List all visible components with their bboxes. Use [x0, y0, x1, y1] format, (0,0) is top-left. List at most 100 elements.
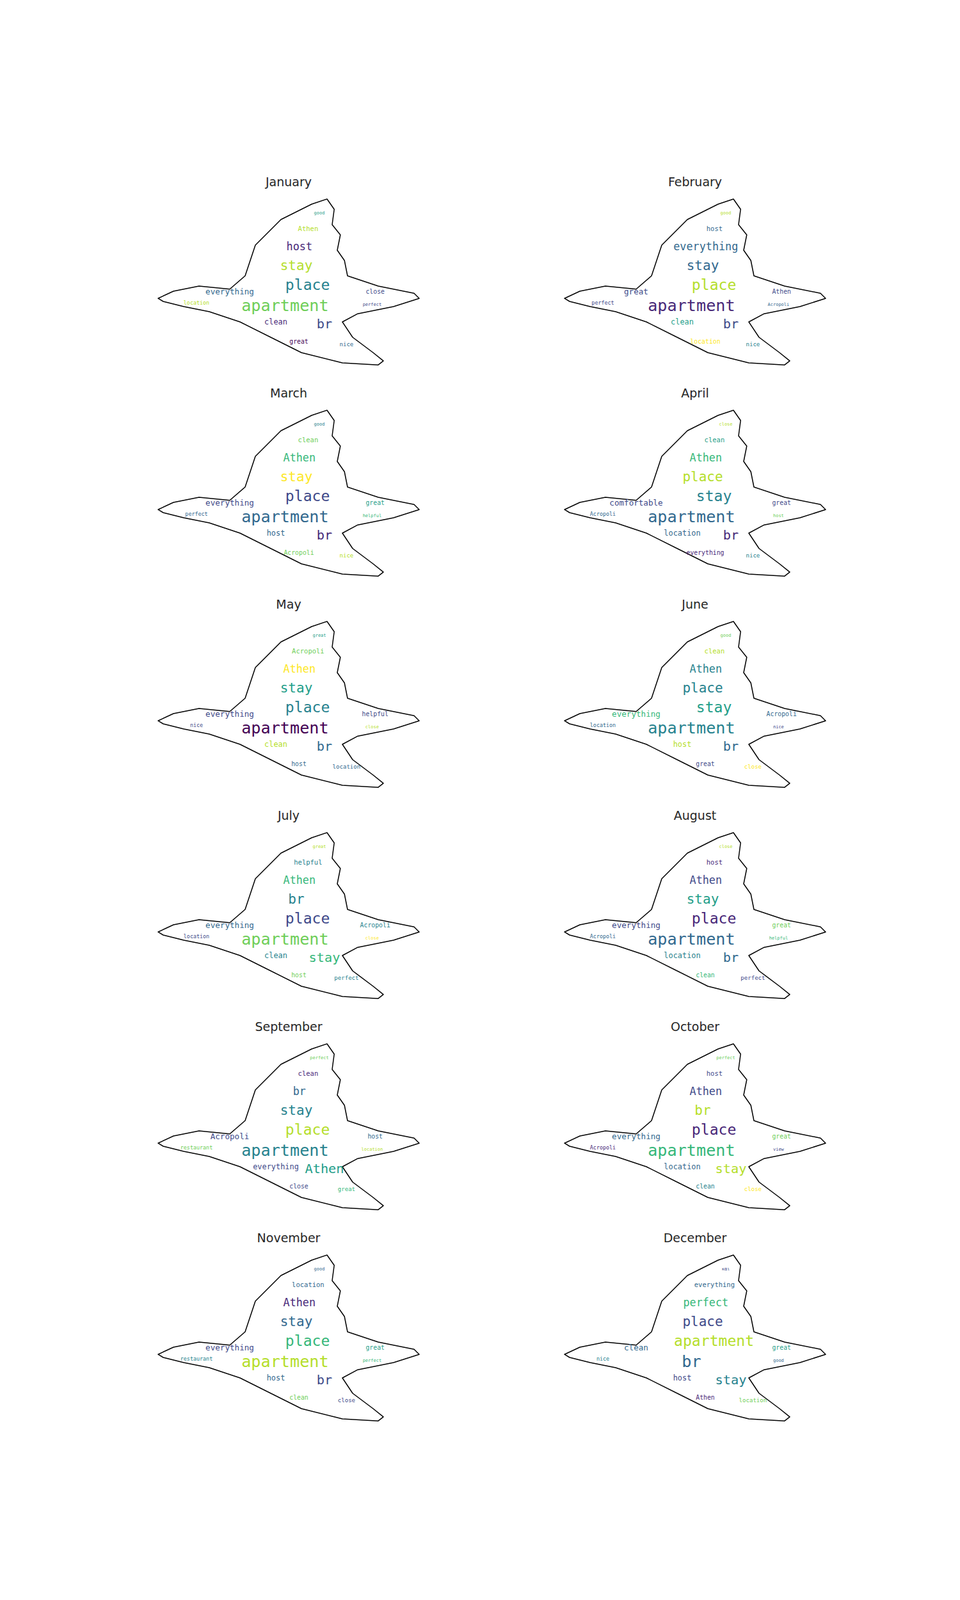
svg-text:br: br — [723, 949, 739, 966]
svg-text:close: close — [718, 421, 733, 427]
svg-text:apartment: apartment — [647, 718, 735, 738]
svg-text:Athen: Athen — [298, 224, 319, 233]
svg-text:everything: everything — [611, 1131, 661, 1142]
svg-text:place: place — [285, 698, 331, 716]
svg-text:host: host — [286, 240, 313, 253]
svg-text:Athen: Athen — [689, 1084, 723, 1098]
svg-text:location: location — [183, 933, 210, 940]
svg-text:stay: stay — [715, 1372, 747, 1388]
svg-text:Acropoli: Acropoli — [590, 933, 616, 940]
svg-text:nice: nice — [339, 552, 354, 559]
svg-text:perfect: perfect — [334, 974, 359, 982]
svg-text:good: good — [720, 632, 732, 639]
svg-text:nice: nice — [190, 721, 203, 729]
svg-text:apartment: apartment — [647, 296, 735, 315]
svg-text:location: location — [663, 1162, 701, 1172]
svg-text:good: good — [314, 421, 326, 427]
svg-text:stay: stay — [696, 487, 733, 505]
svg-text:place: place — [691, 1121, 737, 1138]
svg-text:apartment: apartment — [647, 1141, 735, 1160]
svg-text:place: place — [691, 276, 737, 294]
svg-text:February: February — [668, 174, 722, 189]
svg-text:stay: stay — [715, 1160, 747, 1177]
svg-text:host: host — [706, 1069, 723, 1078]
svg-text:close: close — [365, 288, 385, 296]
svg-text:great: great — [365, 1344, 385, 1352]
svg-text:br: br — [723, 738, 739, 754]
svg-text:September: September — [254, 1019, 322, 1034]
svg-text:Acropoli: Acropoli — [590, 1144, 616, 1151]
svg-text:helpful: helpful — [293, 858, 322, 866]
svg-text:comfortable: comfortable — [609, 497, 663, 508]
svg-text:everything: everything — [694, 1280, 735, 1289]
svg-text:apartment: apartment — [241, 507, 329, 527]
svg-text:nice: nice — [773, 724, 784, 730]
svg-text:br: br — [293, 1084, 306, 1098]
svg-text:Acropoli: Acropoli — [766, 710, 797, 718]
svg-text:Athen: Athen — [771, 288, 792, 296]
svg-text:clean: clean — [704, 435, 726, 444]
svg-text:location: location — [183, 299, 210, 306]
svg-text:Athen: Athen — [689, 662, 723, 676]
svg-text:close: close — [744, 1185, 762, 1193]
svg-text:great: great — [337, 1185, 356, 1193]
svg-text:apartment: apartment — [647, 929, 735, 949]
svg-text:br: br — [723, 527, 739, 543]
svg-text:stay: stay — [280, 257, 313, 274]
svg-text:great: great — [312, 844, 326, 850]
svg-text:place: place — [285, 1121, 331, 1138]
svg-text:host: host — [706, 224, 723, 233]
svg-text:everything: everything — [686, 549, 725, 557]
svg-text:location: location — [291, 1280, 325, 1289]
svg-text:good: good — [773, 1358, 784, 1364]
svg-text:br: br — [723, 316, 739, 332]
svg-text:perfect: perfect — [362, 1358, 383, 1364]
svg-text:helpful: helpful — [362, 513, 383, 519]
svg-text:great: great — [289, 337, 309, 345]
svg-text:br: br — [316, 527, 333, 543]
svg-text:nice: nice — [745, 341, 760, 348]
svg-text:host: host — [291, 971, 307, 979]
svg-text:host: host — [673, 1373, 692, 1383]
svg-text:place: place — [285, 1332, 331, 1350]
svg-text:close: close — [718, 844, 733, 850]
svg-text:December: December — [663, 1230, 728, 1245]
svg-text:Athen: Athen — [283, 451, 317, 464]
svg-text:clean: clean — [704, 647, 726, 655]
svg-text:apartment: apartment — [241, 1352, 329, 1371]
svg-text:apartment: apartment — [241, 929, 329, 949]
svg-text:place: place — [691, 910, 737, 927]
svg-text:br: br — [288, 891, 304, 907]
svg-text:great: great — [624, 286, 649, 297]
svg-text:great: great — [771, 1132, 792, 1140]
svg-text:host: host — [266, 528, 286, 538]
svg-text:host: host — [291, 760, 307, 768]
svg-text:apartment: apartment — [241, 1141, 329, 1160]
svg-text:restaurant: restaurant — [180, 1355, 213, 1362]
svg-text:apartment: apartment — [647, 507, 735, 527]
svg-text:br: br — [316, 1372, 333, 1388]
svg-text:nice: nice — [339, 341, 354, 348]
svg-text:Acropoli: Acropoli — [590, 510, 616, 518]
svg-text:br: br — [316, 316, 333, 332]
svg-text:host: host — [673, 739, 692, 749]
svg-text:everything: everything — [205, 497, 255, 508]
svg-text:great: great — [312, 632, 326, 639]
svg-text:location: location — [663, 951, 701, 960]
svg-text:br: br — [316, 738, 333, 754]
svg-text:stay: stay — [696, 698, 733, 716]
svg-text:location: location — [689, 337, 720, 345]
svg-text:perfect: perfect — [362, 302, 383, 308]
svg-text:clean: clean — [289, 1393, 309, 1401]
svg-text:clean: clean — [624, 1342, 649, 1353]
svg-text:apartment: apartment — [241, 718, 329, 738]
svg-text:place: place — [682, 469, 723, 485]
svg-text:great: great — [365, 499, 385, 507]
svg-text:everything: everything — [611, 709, 661, 719]
svg-text:October: October — [670, 1019, 720, 1034]
svg-text:clean: clean — [264, 317, 288, 327]
svg-text:view: view — [773, 1146, 785, 1152]
svg-text:Athen: Athen — [689, 873, 723, 887]
svg-text:Athen: Athen — [695, 1393, 715, 1401]
svg-text:location: location — [361, 1146, 384, 1152]
